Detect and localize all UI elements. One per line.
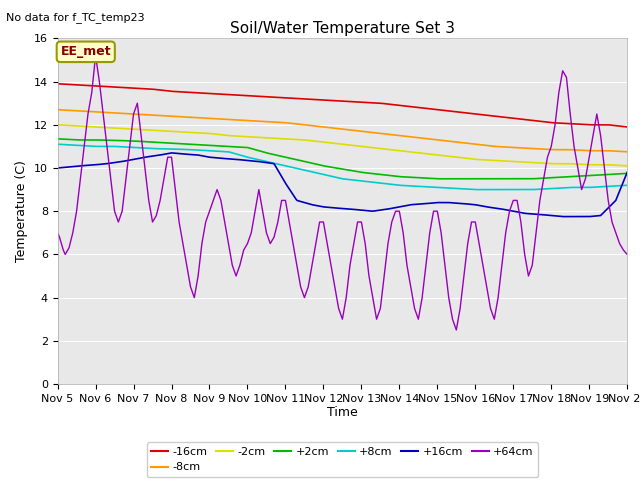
-16cm	[54, 81, 61, 86]
-8cm	[483, 143, 490, 148]
+16cm	[435, 200, 443, 205]
-2cm	[623, 163, 631, 168]
-8cm	[434, 137, 442, 143]
+64cm	[460, 273, 468, 279]
-16cm	[389, 102, 397, 108]
-16cm	[483, 112, 490, 118]
-2cm	[483, 157, 490, 163]
-8cm	[154, 112, 162, 118]
+16cm	[54, 165, 61, 171]
-2cm	[312, 138, 319, 144]
Legend: -16cm, -8cm, -2cm, +2cm, +8cm, +16cm, +64cm: -16cm, -8cm, -2cm, +2cm, +8cm, +16cm, +6…	[147, 443, 538, 477]
-16cm	[154, 87, 162, 93]
-2cm	[434, 152, 442, 158]
+16cm	[623, 169, 631, 175]
+2cm	[623, 170, 631, 176]
+2cm	[200, 142, 208, 148]
+16cm	[154, 153, 162, 158]
Line: -8cm: -8cm	[58, 109, 627, 152]
+8cm	[623, 182, 631, 188]
-2cm	[154, 128, 162, 133]
+64cm	[305, 284, 312, 289]
-16cm	[312, 96, 319, 102]
+8cm	[200, 147, 208, 153]
X-axis label: Time: Time	[327, 407, 358, 420]
Line: -2cm: -2cm	[58, 125, 627, 166]
Title: Soil/Water Temperature Set 3: Soil/Water Temperature Set 3	[230, 21, 455, 36]
-16cm	[434, 107, 442, 113]
Line: +2cm: +2cm	[58, 139, 627, 179]
-2cm	[389, 147, 397, 153]
-8cm	[389, 132, 397, 138]
+2cm	[312, 161, 319, 167]
Y-axis label: Temperature (C): Temperature (C)	[15, 160, 28, 262]
-8cm	[200, 115, 208, 121]
+16cm	[168, 150, 175, 156]
-16cm	[200, 90, 208, 96]
-8cm	[623, 149, 631, 155]
+2cm	[435, 176, 443, 181]
Line: +16cm: +16cm	[58, 153, 627, 216]
+2cm	[434, 176, 442, 181]
+64cm	[623, 252, 631, 257]
+2cm	[389, 173, 397, 179]
+64cm	[452, 327, 460, 333]
+2cm	[154, 140, 162, 145]
+64cm	[92, 53, 99, 59]
+16cm	[559, 214, 567, 219]
+16cm	[390, 205, 398, 211]
+64cm	[126, 144, 134, 149]
+8cm	[312, 170, 319, 176]
+64cm	[54, 230, 61, 236]
Text: EE_met: EE_met	[60, 45, 111, 58]
+2cm	[484, 176, 492, 181]
Line: +64cm: +64cm	[58, 56, 627, 330]
+8cm	[389, 182, 397, 188]
-2cm	[200, 130, 208, 136]
+8cm	[54, 141, 61, 147]
+8cm	[434, 185, 442, 191]
-16cm	[623, 124, 631, 130]
Text: No data for f_TC_temp23: No data for f_TC_temp23	[6, 12, 145, 23]
+64cm	[604, 198, 612, 204]
+16cm	[201, 154, 209, 159]
Line: +8cm: +8cm	[58, 144, 627, 190]
-2cm	[54, 122, 61, 128]
+16cm	[312, 203, 320, 208]
-8cm	[54, 107, 61, 112]
+8cm	[472, 187, 480, 192]
+64cm	[84, 111, 92, 117]
+8cm	[484, 187, 492, 192]
+16cm	[484, 204, 492, 210]
+64cm	[532, 230, 540, 236]
+8cm	[154, 146, 162, 152]
Line: -16cm: -16cm	[58, 84, 627, 127]
-8cm	[312, 123, 319, 129]
+2cm	[54, 136, 61, 142]
